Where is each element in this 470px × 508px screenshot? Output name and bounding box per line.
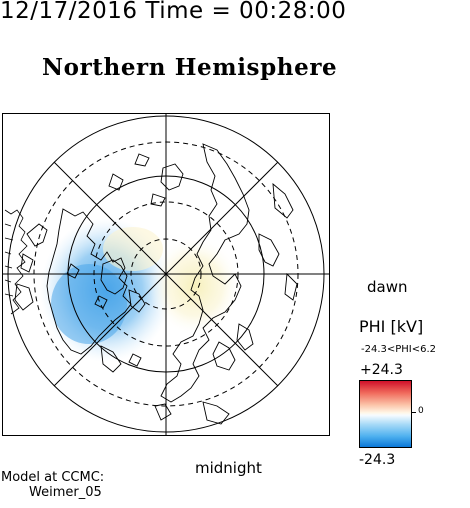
model-credit-line1: Model at CCMC: [1, 470, 105, 485]
page-title: Northern Hemisphere [42, 54, 338, 81]
dawn-label: dawn [367, 278, 408, 296]
colorbar-min-label: -24.3 [359, 452, 396, 468]
colorbar-title: PHI [kV] [359, 317, 424, 336]
midnight-label: midnight [195, 459, 262, 477]
polar-map [2, 113, 330, 436]
polar-map-svg [3, 114, 329, 435]
model-credit-line2: Weimer_05 [29, 485, 102, 500]
colorbar [359, 380, 412, 448]
colorbar-range: -24.3<PHI<6.2 [361, 344, 437, 355]
graticule [3, 114, 329, 435]
timestamp: 12/17/2016 Time = 00:28:00 [0, 0, 347, 24]
colorbar-zero-tick [412, 412, 416, 413]
colorbar-zero-label: 0 [418, 406, 424, 416]
potential-field [40, 218, 241, 362]
colorbar-max-label: +24.3 [360, 362, 403, 378]
left-edge-coast [4, 209, 28, 315]
